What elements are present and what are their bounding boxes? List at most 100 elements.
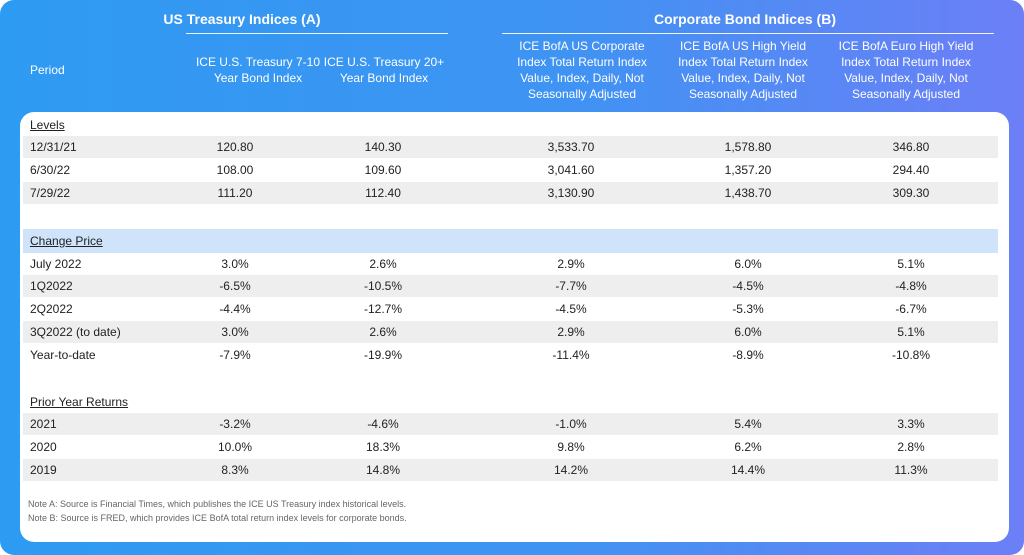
table-row: 6/30/22 108.00 109.60 3,041.60 1,357.20 …	[23, 159, 998, 181]
cell-value: 2.9%	[557, 325, 585, 339]
cell-value: 6.2%	[734, 440, 762, 454]
cell-value: 2.9%	[557, 257, 585, 271]
cell-value: -7.9%	[219, 348, 251, 362]
cell-period: 1Q2022	[30, 279, 73, 293]
section-title-change-price: Change Price	[30, 234, 103, 248]
cell-value: 6.0%	[734, 257, 762, 271]
header-line: Value, Index, Daily, Not	[681, 71, 805, 85]
cell-value: 108.00	[216, 163, 254, 177]
column-header-treasury-20plus: ICE U.S. Treasury 20+ Year Bond Index	[314, 54, 454, 86]
cell-value: 10.0%	[217, 440, 253, 454]
cell-value: 18.3%	[365, 440, 401, 454]
cell-value: -4.8%	[895, 279, 927, 293]
cell-period: 12/31/21	[30, 140, 77, 154]
group-a-underline	[186, 33, 448, 34]
cell-value: -1.0%	[555, 417, 587, 431]
group-b-underline	[502, 33, 994, 34]
header-line: ICE U.S. Treasury 20+	[323, 55, 445, 69]
cell-value: 5.4%	[734, 417, 762, 431]
cell-value: 5.1%	[897, 325, 925, 339]
cell-value: 346.80	[892, 140, 930, 154]
cell-value: -8.9%	[732, 348, 764, 362]
cell-value: 14.2%	[553, 463, 589, 477]
header-line: ICE BofA Euro High Yield	[838, 39, 974, 53]
cell-value: 9.8%	[557, 440, 585, 454]
period-header: Period	[30, 63, 65, 77]
cell-value: -11.4%	[552, 348, 590, 362]
cell-value: 5.1%	[897, 257, 925, 271]
column-header-euro-high-yield: ICE BofA Euro High Yield Index Total Ret…	[826, 38, 986, 102]
cell-period: 3Q2022 (to date)	[30, 325, 121, 339]
cell-value: 112.40	[365, 186, 401, 200]
table-row: 7/29/22 111.20 112.40 3,130.90 1,438.70 …	[23, 182, 998, 204]
cell-period: 6/30/22	[30, 163, 71, 177]
table-row: July 2022 3.0% 2.6% 2.9% 6.0% 5.1%	[23, 253, 998, 275]
cell-period: 7/29/22	[30, 186, 71, 200]
cell-value: 120.80	[216, 140, 254, 154]
column-header-us-high-yield: ICE BofA US High Yield Index Total Retur…	[663, 38, 823, 102]
section-band-change-price	[23, 229, 998, 253]
cell-value: 2.6%	[369, 325, 397, 339]
section-title-levels: Levels	[30, 118, 65, 132]
cell-value: -6.5%	[219, 279, 251, 293]
cell-value: 2.6%	[369, 257, 397, 271]
header-line: Year Bond Index	[213, 71, 303, 85]
group-b-title: Corporate Bond Indices (B)	[653, 11, 836, 27]
cell-value: 1,578.80	[724, 140, 772, 154]
cell-value: 309.30	[892, 186, 930, 200]
cell-value: 294.40	[892, 163, 930, 177]
cell-period: 2019	[30, 463, 57, 477]
cell-value: -12.7%	[363, 302, 403, 316]
cell-period: 2020	[30, 440, 57, 454]
cell-value: 111.20	[217, 186, 253, 200]
note-a: Note A: Source is Financial Times, which…	[28, 499, 407, 509]
table-row: 1Q2022 -6.5% -10.5% -7.7% -4.5% -4.8%	[23, 275, 998, 297]
cell-value: -6.7%	[895, 302, 927, 316]
cell-value: -4.5%	[732, 279, 764, 293]
cell-period: 2Q2022	[30, 302, 73, 316]
cell-period: July 2022	[30, 257, 82, 271]
header-line: Seasonally Adjusted	[851, 87, 961, 101]
cell-value: -4.4%	[219, 302, 251, 316]
header-line: Year Bond Index	[339, 71, 429, 85]
table-row: 2021 -3.2% -4.6% -1.0% 5.4% 3.3%	[23, 413, 998, 435]
cell-value: 8.3%	[221, 463, 249, 477]
header-line: Value, Index, Daily, Not	[844, 71, 968, 85]
cell-value: 140.30	[364, 140, 402, 154]
table-row: 3Q2022 (to date) 3.0% 2.6% 2.9% 6.0% 5.1…	[23, 321, 998, 343]
table-row: 12/31/21 120.80 140.30 3,533.70 1,578.80…	[23, 136, 998, 158]
header-line: Index Total Return Index	[841, 55, 971, 69]
column-header-us-corporate: ICE BofA US Corporate Index Total Return…	[497, 38, 667, 102]
table-row: 2Q2022 -4.4% -12.7% -4.5% -5.3% -6.7%	[23, 298, 998, 320]
cell-value: 3.3%	[897, 417, 925, 431]
header-line: Index Total Return Index	[517, 55, 647, 69]
header-line: ICE BofA US High Yield	[679, 39, 807, 53]
cell-value: 3.0%	[221, 325, 249, 339]
table-row: 2019 8.3% 14.8% 14.2% 14.4% 11.3%	[23, 459, 998, 481]
header-line: Seasonally Adjusted	[688, 87, 798, 101]
cell-value: -7.7%	[555, 279, 587, 293]
cell-value: 14.4%	[730, 463, 766, 477]
column-header-treasury-7-10: ICE U.S. Treasury 7-10 Year Bond Index	[178, 54, 338, 86]
section-title-prior-year-returns: Prior Year Returns	[30, 395, 129, 409]
header-line: ICE U.S. Treasury 7-10	[195, 55, 321, 69]
header-line: Seasonally Adjusted	[527, 87, 637, 101]
cell-value: 3,041.60	[547, 163, 595, 177]
table-panel: Levels 12/31/21 120.80 140.30 3,533.70 1…	[20, 112, 1009, 542]
header-line: ICE BofA US Corporate	[519, 39, 645, 53]
table-row: 2020 10.0% 18.3% 9.8% 6.2% 2.8%	[23, 436, 998, 458]
cell-period: 2021	[30, 417, 57, 431]
cell-value: -19.9%	[363, 348, 403, 362]
group-a-title: US Treasury Indices (A)	[163, 11, 321, 27]
cell-value: -5.3%	[732, 302, 764, 316]
cell-value: -3.2%	[219, 417, 251, 431]
cell-value: 1,357.20	[724, 163, 772, 177]
note-b: Note B: Source is FRED, which provides I…	[28, 513, 407, 523]
cell-value: -10.5%	[363, 279, 403, 293]
cell-value: 3,533.70	[547, 140, 595, 154]
table-row: Year-to-date -7.9% -19.9% -11.4% -8.9% -…	[23, 344, 998, 366]
cell-value: 3.0%	[221, 257, 249, 271]
cell-value: -10.8%	[891, 348, 931, 362]
cell-value: 3,130.90	[547, 186, 595, 200]
